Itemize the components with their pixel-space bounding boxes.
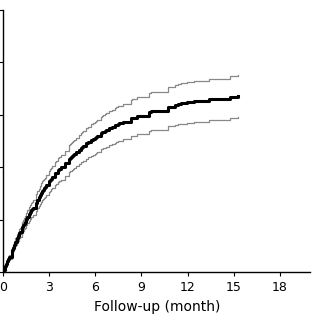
X-axis label: Follow-up (month): Follow-up (month): [94, 300, 220, 314]
